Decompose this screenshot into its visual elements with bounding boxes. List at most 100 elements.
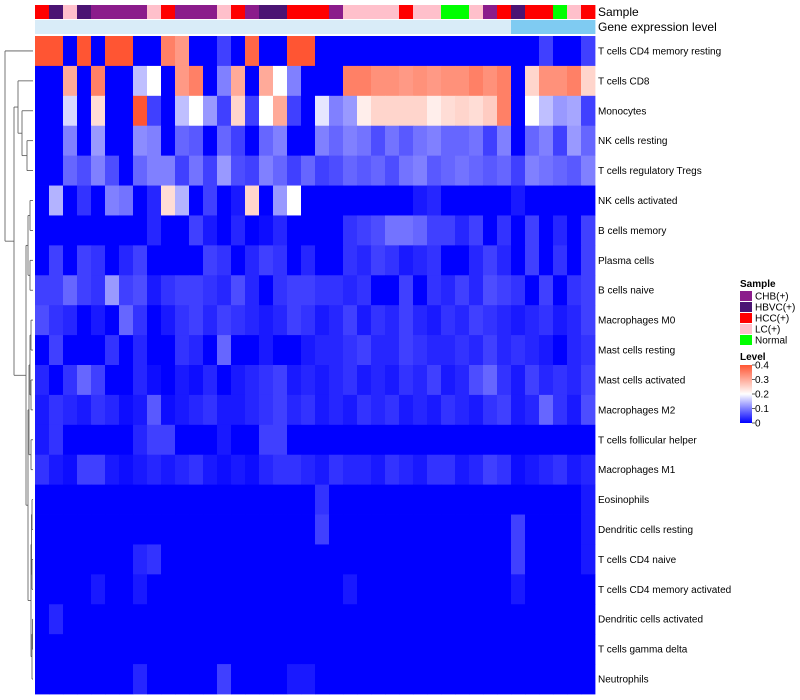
heatmap-cell bbox=[553, 305, 568, 336]
heatmap-cell bbox=[147, 185, 162, 216]
heatmap-cell bbox=[357, 634, 372, 665]
heatmap-cell bbox=[483, 275, 498, 306]
heatmap-cell bbox=[147, 484, 162, 515]
sample-annotation-cell bbox=[175, 5, 190, 19]
heatmap-cell bbox=[231, 484, 246, 515]
heatmap-cell bbox=[133, 36, 148, 67]
heatmap-cell bbox=[287, 424, 302, 456]
heatmap-cell bbox=[259, 604, 274, 635]
heatmap-cell bbox=[49, 36, 64, 67]
sample-annotation-cell bbox=[357, 5, 372, 19]
heatmap-cell bbox=[483, 185, 498, 216]
heatmap-cell bbox=[259, 365, 274, 396]
heatmap-cell bbox=[147, 215, 162, 246]
heatmap-cell bbox=[217, 95, 232, 127]
heatmap-cell bbox=[553, 394, 568, 426]
heatmap-cell bbox=[511, 544, 526, 575]
heatmap-cell bbox=[231, 335, 246, 366]
level-colorbar bbox=[740, 365, 752, 423]
heatmap-cell bbox=[133, 454, 148, 486]
heatmap-cell bbox=[553, 424, 568, 456]
heatmap-cell bbox=[203, 634, 218, 665]
heatmap-cell bbox=[77, 634, 92, 665]
heatmap-cell bbox=[147, 305, 162, 336]
heatmap-cell bbox=[49, 424, 64, 456]
heatmap-cell bbox=[525, 245, 540, 276]
heatmap-cell bbox=[259, 125, 274, 157]
heatmap-cell bbox=[385, 36, 400, 67]
heatmap-cell bbox=[567, 305, 582, 336]
heatmap-cell bbox=[567, 155, 582, 186]
heatmap-cell bbox=[525, 634, 540, 665]
heatmap-cell bbox=[287, 185, 302, 216]
heatmap-cell bbox=[35, 335, 50, 366]
heatmap-cell bbox=[455, 185, 470, 216]
heatmap-cell bbox=[315, 305, 330, 336]
gene-level-annotation-cell bbox=[49, 20, 64, 34]
sample-legend-label: LC(+) bbox=[755, 325, 780, 336]
heatmap-cell bbox=[441, 574, 456, 605]
heatmap-cell bbox=[315, 484, 330, 515]
heatmap-cell bbox=[483, 335, 498, 366]
heatmap-cell bbox=[287, 634, 302, 665]
heatmap-cell bbox=[441, 394, 456, 426]
heatmap-cell bbox=[469, 365, 484, 396]
heatmap-cell bbox=[217, 245, 232, 276]
heatmap-cell bbox=[371, 484, 386, 515]
heatmap-cell bbox=[553, 664, 568, 695]
sample-legend-swatch bbox=[740, 291, 752, 301]
gene-level-annotation-cell bbox=[497, 20, 512, 34]
heatmap-cell bbox=[105, 574, 120, 605]
heatmap-cell bbox=[483, 65, 498, 97]
heatmap-cell bbox=[91, 215, 106, 246]
gene-level-annotation-cell bbox=[357, 20, 372, 34]
heatmap-cell bbox=[217, 335, 232, 366]
heatmap-cell bbox=[511, 125, 526, 157]
heatmap-cell bbox=[413, 36, 428, 67]
heatmap-cell bbox=[315, 394, 330, 426]
heatmap-cell bbox=[49, 215, 64, 246]
heatmap-cell bbox=[357, 664, 372, 695]
heatmap-cell bbox=[133, 634, 148, 665]
level-legend-title: Level bbox=[740, 352, 766, 363]
heatmap-cell bbox=[441, 125, 456, 157]
heatmap-cell bbox=[497, 155, 512, 186]
heatmap-cell bbox=[371, 514, 386, 545]
heatmap-cell bbox=[91, 574, 106, 605]
heatmap-cell bbox=[147, 275, 162, 306]
heatmap-cell bbox=[77, 155, 92, 186]
heatmap-cell bbox=[161, 36, 176, 67]
heatmap-cell bbox=[161, 185, 176, 216]
heatmap-cell bbox=[483, 305, 498, 336]
heatmap-cell bbox=[175, 514, 190, 545]
heatmap-cell bbox=[161, 634, 176, 665]
heatmap-cell bbox=[49, 335, 64, 366]
heatmap-cell bbox=[469, 394, 484, 426]
heatmap-cell bbox=[49, 185, 64, 216]
heatmap-cell bbox=[161, 365, 176, 396]
heatmap-cell bbox=[147, 95, 162, 127]
heatmap-cell bbox=[161, 514, 176, 545]
heatmap-cell bbox=[217, 365, 232, 396]
gene-level-annotation-cell bbox=[511, 20, 526, 34]
heatmap-cell bbox=[371, 275, 386, 306]
heatmap-cell bbox=[497, 454, 512, 486]
sample-annotation-cell bbox=[427, 5, 442, 19]
heatmap-cell bbox=[245, 484, 260, 515]
heatmap-cell bbox=[63, 335, 78, 366]
heatmap-cell bbox=[49, 634, 64, 665]
heatmap-cell bbox=[105, 125, 120, 157]
heatmap-cell bbox=[105, 275, 120, 306]
heatmap-cell bbox=[63, 155, 78, 186]
sample-legend-label: CHB(+) bbox=[755, 292, 789, 303]
heatmap-cell bbox=[119, 544, 134, 575]
heatmap-cell bbox=[385, 155, 400, 186]
sample-annotation-cell bbox=[385, 5, 400, 19]
heatmap-cell bbox=[413, 664, 428, 695]
heatmap-cell bbox=[245, 275, 260, 306]
heatmap-cell bbox=[371, 604, 386, 635]
heatmap-cell bbox=[511, 65, 526, 97]
heatmap-cell bbox=[245, 335, 260, 366]
heatmap-cell bbox=[161, 604, 176, 635]
heatmap-cell bbox=[189, 155, 204, 186]
